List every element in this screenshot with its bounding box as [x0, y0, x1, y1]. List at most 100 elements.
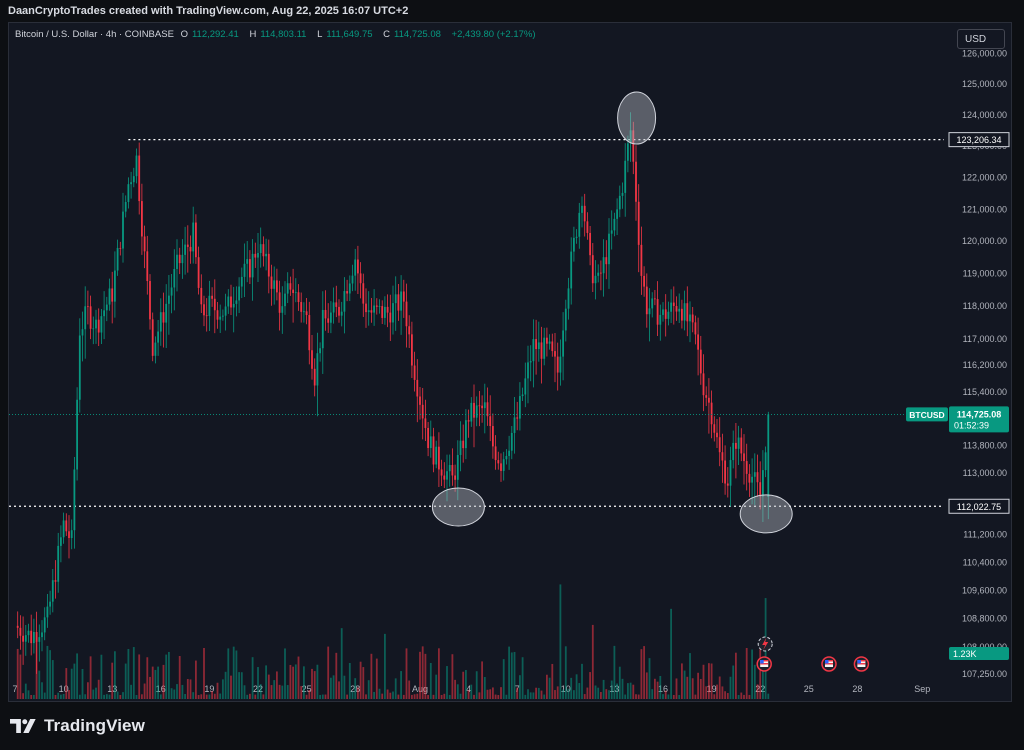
candle-body	[51, 580, 54, 602]
candle-body	[764, 452, 767, 471]
volume-bar	[740, 692, 743, 699]
candle-body	[87, 306, 89, 308]
candle-body	[521, 394, 524, 397]
candle-body	[710, 402, 713, 425]
volume-bar	[475, 671, 478, 699]
volume-bar	[400, 671, 402, 699]
volume-bar	[330, 677, 332, 699]
volume-bar	[189, 679, 192, 699]
candle-body	[411, 334, 413, 366]
volume-bar	[103, 694, 105, 699]
volume-bar	[41, 682, 43, 699]
candle-body	[627, 143, 629, 161]
volume-bar	[481, 661, 483, 699]
candle-body	[122, 211, 124, 249]
candle-body	[597, 272, 600, 276]
candle-body	[116, 247, 119, 271]
volume-bar	[402, 694, 405, 699]
candle-body	[583, 205, 586, 222]
candle-body	[440, 469, 443, 476]
candle-body	[227, 296, 230, 307]
volume-bar	[227, 648, 230, 699]
flag-canton	[825, 660, 829, 664]
candle-body	[535, 339, 537, 350]
candle-body	[732, 442, 735, 461]
candle-body	[686, 303, 689, 322]
level-price-label: 112,022.75	[957, 502, 1001, 512]
y-axis-tick-label: 111,200.00	[963, 530, 1007, 540]
volume-bar	[108, 694, 111, 699]
y-axis-tick-label: 117,000.00	[963, 334, 1007, 344]
volume-bar	[19, 654, 22, 699]
candle-body	[448, 464, 451, 472]
candle-body	[694, 322, 697, 335]
candle-body	[365, 303, 367, 313]
volume-bar	[564, 646, 567, 699]
flag-canton	[760, 660, 764, 664]
candle-body	[689, 314, 691, 322]
candle-body	[335, 302, 338, 307]
volume-bar	[362, 667, 365, 699]
volume-bar	[354, 678, 357, 699]
candle-body	[249, 259, 251, 278]
candle-body	[699, 349, 702, 374]
volume-bar	[473, 694, 475, 699]
volume-bar	[276, 671, 278, 699]
volume-bar	[427, 694, 429, 699]
volume-bar	[743, 694, 745, 699]
price-chart[interactable]: 126,000.00125,000.00124,000.00123,000.00…	[9, 23, 1012, 702]
candle-body	[138, 155, 141, 202]
volume-bar	[643, 646, 645, 699]
currency-button[interactable]: USD	[957, 29, 1005, 49]
candle-body	[154, 342, 157, 356]
y-axis-tick-label: 110,400.00	[963, 557, 1007, 567]
candle-body	[621, 192, 624, 196]
open-value: 112,292.41	[191, 29, 239, 40]
candle-body	[168, 295, 170, 304]
candle-body	[438, 446, 440, 470]
tradingview-logo[interactable]: TradingView	[10, 716, 145, 736]
volume-bar	[143, 683, 146, 699]
candle-body	[540, 342, 543, 359]
candle-body	[473, 402, 475, 418]
volume-bar	[373, 691, 375, 699]
candle-body	[178, 254, 181, 264]
volume-bar	[303, 666, 305, 699]
candle-body	[114, 270, 116, 302]
volume-bar	[170, 688, 173, 699]
footer: TradingView	[0, 702, 1024, 750]
candle-body	[238, 286, 240, 301]
candle-body	[486, 402, 489, 417]
volume-bar	[216, 682, 219, 699]
candle-body	[683, 303, 686, 321]
candle-body	[567, 288, 570, 309]
candle-body	[192, 222, 195, 252]
volume-bar	[57, 692, 60, 699]
candle-body	[529, 361, 532, 363]
candle-body	[451, 464, 454, 476]
candle-body	[494, 446, 497, 461]
volume-bar	[265, 665, 267, 699]
y-axis-tick-label: 113,800.00	[963, 441, 1007, 451]
volume-bar	[397, 694, 400, 699]
volume-bar	[535, 687, 537, 699]
volume-bar	[591, 624, 594, 699]
volume-bar	[467, 690, 470, 699]
candle-body	[97, 319, 100, 333]
candle-body	[294, 292, 297, 294]
x-axis-tick-label: 16	[156, 684, 166, 694]
candle-body	[589, 232, 591, 256]
candle-body	[338, 306, 340, 316]
volume-bar	[208, 694, 211, 699]
candle-body	[146, 251, 149, 282]
volume-bar	[708, 663, 710, 699]
candle-body	[76, 399, 78, 470]
volume-bar	[203, 647, 205, 699]
candle-body	[600, 272, 602, 274]
volume-bar	[178, 656, 181, 699]
candle-body	[278, 292, 281, 313]
candle-body	[57, 545, 60, 582]
volume-bar	[699, 678, 702, 699]
candle-body	[716, 432, 718, 438]
